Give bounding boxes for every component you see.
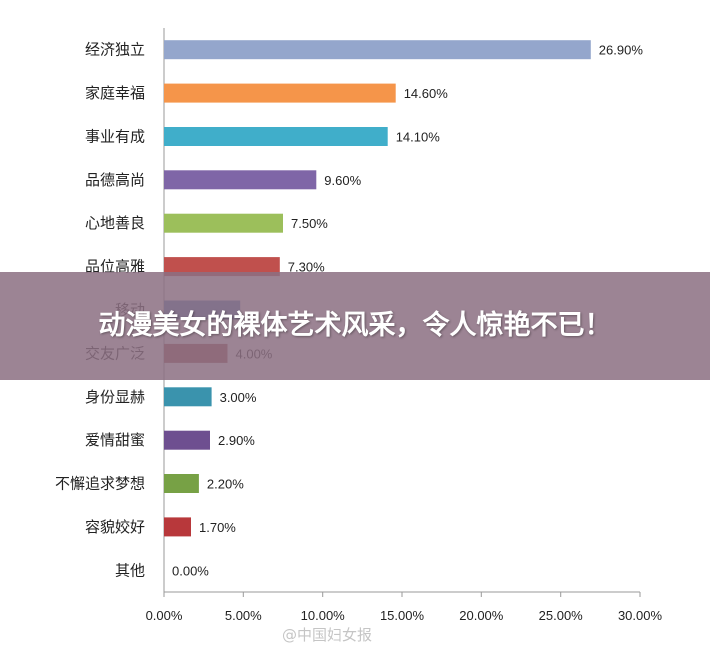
bar <box>164 387 212 407</box>
x-tick-label: 0.00% <box>146 608 183 623</box>
watermark: @中国妇女报 <box>282 626 373 644</box>
bar <box>164 474 199 493</box>
category-labels: 经济独立家庭幸福事业有成品德高尚心地善良品位高雅移动交友广泛身份显赫爱情甜蜜不懈… <box>55 41 145 580</box>
category-label: 身份显赫 <box>85 388 145 406</box>
x-axis-ticks: 0.00% 5.00% 10.00% 15.00% 20.00% 25.00% 30.00% <box>146 592 663 623</box>
x-tick-label: 25.00% <box>539 608 584 623</box>
data-label: 2.90% <box>218 433 255 448</box>
category-label: 容貌姣好 <box>85 518 145 536</box>
x-tick-label: 30.00% <box>618 608 663 623</box>
x-tick-label: 5.00% <box>225 608 262 623</box>
bar <box>164 170 317 190</box>
data-label: 2.20% <box>207 477 244 492</box>
data-label: 0.00% <box>172 563 209 578</box>
x-tick-label: 20.00% <box>459 608 504 623</box>
data-label: 14.60% <box>404 86 449 101</box>
headline-text: 动漫美女的裸体艺术风采，令人惊艳不已！ <box>98 310 612 341</box>
data-label: 26.90% <box>599 43 644 58</box>
category-label: 经济独立 <box>85 41 145 59</box>
category-label: 品德高尚 <box>85 171 145 189</box>
data-label: 7.30% <box>288 260 325 275</box>
category-label: 其他 <box>115 561 145 579</box>
x-tick-label: 10.00% <box>301 608 346 623</box>
bar <box>164 40 591 60</box>
bar <box>164 213 283 233</box>
headline-banner: 动漫美女的裸体艺术风采，令人惊艳不已！ <box>0 272 710 380</box>
bar <box>164 83 396 103</box>
data-label: 7.50% <box>291 216 328 231</box>
bar <box>164 257 280 277</box>
bar <box>164 517 191 537</box>
category-label: 心地善良 <box>85 214 145 232</box>
category-label: 事业有成 <box>85 128 145 146</box>
category-label: 不懈追求梦想 <box>55 475 145 493</box>
data-labels: 26.90%14.60%14.10%9.60%7.50%7.30%4.00%3.… <box>172 43 643 579</box>
data-label: 9.60% <box>324 173 361 188</box>
bar <box>164 127 388 146</box>
data-label: 3.00% <box>220 390 257 405</box>
data-label: 1.70% <box>199 520 236 535</box>
category-label: 品位高雅 <box>85 258 145 276</box>
x-tick-label: 15.00% <box>380 608 425 623</box>
data-label: 14.10% <box>396 130 441 145</box>
category-label: 爱情甜蜜 <box>85 431 145 449</box>
bar <box>164 430 210 450</box>
category-label: 家庭幸福 <box>85 84 145 102</box>
